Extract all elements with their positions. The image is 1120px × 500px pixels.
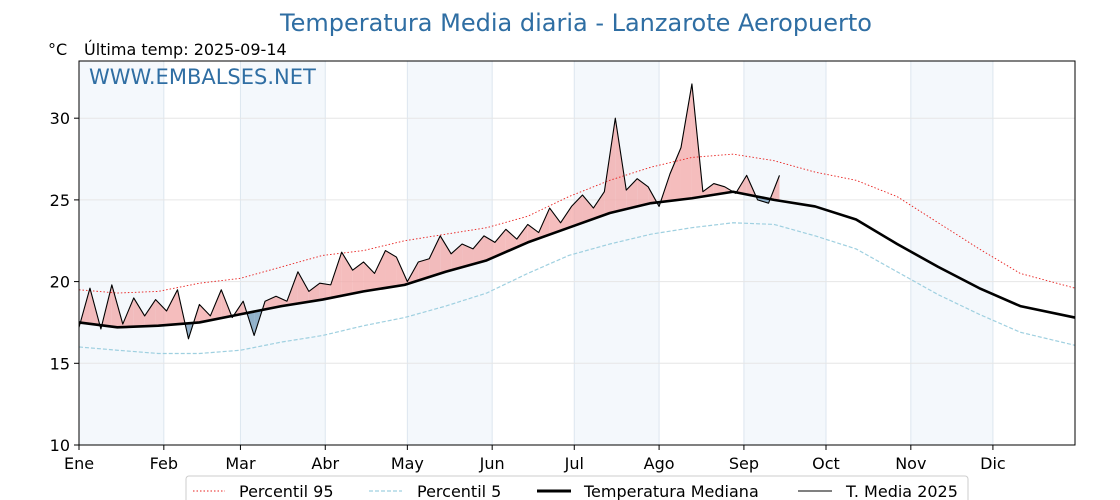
legend-label-percentil-95: Percentil 95 [239,482,334,500]
anomaly-warm-fill [505,229,517,252]
month-band [743,61,826,445]
anomaly-warm-fill [538,208,550,239]
anomaly-warm-fill [582,194,594,223]
y-axis: 10 15 20 25 30 [50,109,79,455]
anomaly-warm-fill [451,244,463,271]
y-tick-label: 20 [50,273,70,292]
unit-label: °C [48,40,67,59]
anomaly-warm-fill [680,83,692,200]
x-tick-label: Ene [64,454,94,473]
legend: Percentil 95 Percentil 5 Temperatura Med… [185,475,969,500]
y-tick-label: 10 [50,436,70,455]
anomaly-warm-fill [144,299,156,327]
legend-label-percentil-5: Percentil 5 [417,482,501,500]
x-tick-label: Oct [812,454,840,473]
x-tick-label: Jul [564,454,584,473]
legend-label-media-2025: T. Media 2025 [845,482,958,500]
anomaly-warm-fill [374,250,386,290]
y-tick-label: 30 [50,109,70,128]
x-tick-label: Nov [895,454,926,473]
anomaly-warm-fill [319,283,331,301]
anomaly-warm-fill [133,297,145,327]
anomaly-warm-fill [429,235,441,278]
anomaly-warm-fill [494,229,506,257]
x-tick-label: Jun [479,454,505,473]
month-band [79,61,164,445]
anomaly-warm-fill [549,208,561,235]
x-tick-label: Ago [644,454,675,473]
anomaly-warm-fill [615,118,627,212]
anomaly-warm-fill [702,183,714,197]
month-band [910,61,993,445]
anomaly-warm-fill [363,261,375,292]
anomaly-warm-fill [440,235,452,274]
y-tick-label: 15 [50,354,70,373]
anomaly-warm-fill [352,261,364,294]
series-line-1 [78,222,1076,355]
series-line-3 [78,83,780,340]
x-tick-label: Dic [980,454,1006,473]
anomaly-warm-fill [385,250,397,288]
legend-label-mediana: Temperatura Mediana [583,482,759,500]
anomaly-warm-fill [637,178,649,207]
anomaly-warm-fill [462,244,474,268]
anomaly-warm-fill [308,283,320,302]
y-tick-label: 25 [50,191,70,210]
series-line-2 [78,190,1076,329]
x-axis: Ene Feb Mar Abr May Jun Jul Ago Sep Oct Nov Dic [64,445,1006,473]
anomaly-warm-fill [155,299,167,326]
plot-frame [78,60,1076,446]
x-tick-label: Feb [150,454,178,473]
anomaly-warm-fill [166,289,178,326]
anomaly-warm-fill [626,178,638,210]
anomaly-warm-fill [199,304,211,323]
anomaly-warm-fill [571,194,583,227]
anomaly-warm-fill [516,224,528,248]
month-band [240,61,326,445]
anomaly-warm-fill [418,258,430,281]
x-tick-label: May [391,454,424,473]
x-tick-label: Abr [311,454,339,473]
anomaly-warm-fill [670,147,681,201]
anomaly-warm-fill [265,296,277,310]
anomaly-warm-fill [473,235,484,265]
anomaly-warm-fill [330,252,342,298]
anomaly-warm-fill [560,206,572,231]
chart-title: Temperatura Media diaria - Lanzarote Aer… [279,9,872,37]
watermark: WWW.EMBALSES.NET [89,65,316,89]
anomaly-warm-fill [527,224,539,243]
anomaly-warm-fill [604,118,616,215]
last-temp-label: Última temp: 2025-09-14 [84,40,287,59]
anomaly-warm-fill [297,271,309,304]
legend-box [185,475,969,500]
series-lines [78,83,1076,355]
x-tick-label: Sep [729,454,759,473]
anomaly-warm-fill [593,191,605,219]
anomaly-warm-fill [341,252,353,296]
x-tick-label: Mar [225,454,256,473]
anomaly-warm-fill [483,235,495,262]
